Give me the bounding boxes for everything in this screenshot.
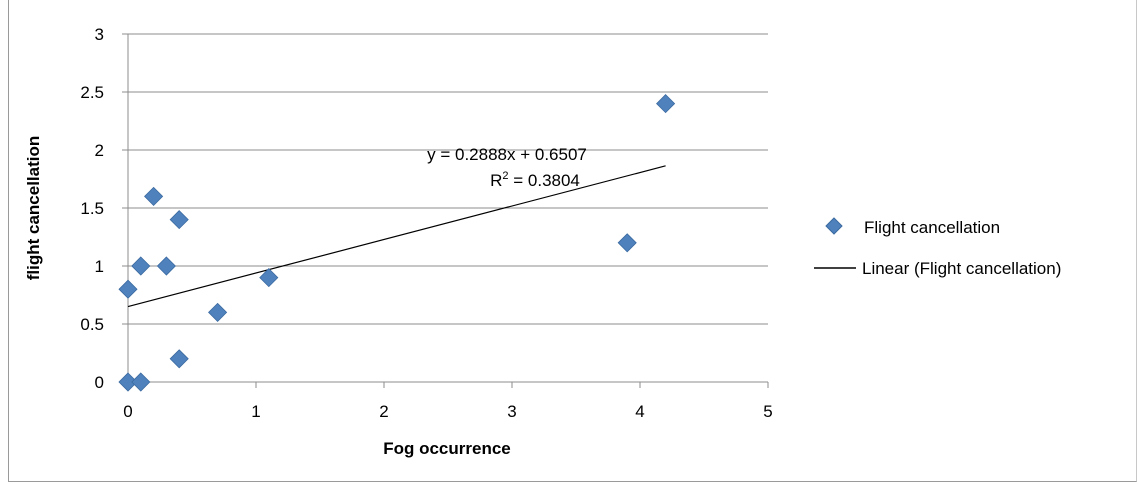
r-squared-value: = 0.3804 [509, 171, 580, 190]
y-tick-label: 1 [95, 257, 104, 276]
data-point [131, 256, 151, 276]
x-tick-label: 1 [251, 402, 260, 421]
y-tick-label: 0 [95, 373, 104, 392]
data-point [656, 94, 676, 114]
y-tick-label: 2.5 [80, 83, 104, 102]
y-tick-label: 3 [95, 25, 104, 44]
data-points [118, 94, 676, 392]
legend-marker-flight-cancellation [825, 217, 843, 235]
y-axis-title: flight cancellation [24, 136, 43, 281]
data-point [118, 279, 138, 299]
axes [122, 33, 769, 388]
y-tick-label: 2 [95, 141, 104, 160]
x-axis-title: Fog occurrence [383, 439, 511, 458]
y-tick-label: 0.5 [80, 315, 104, 334]
x-tick-label: 0 [123, 402, 132, 421]
trendline [127, 165, 666, 308]
legend-label-linear-trend: Linear (Flight cancellation) [862, 259, 1061, 278]
data-point [131, 372, 151, 392]
chart-area [8, 0, 1137, 482]
trendline-r-squared: R2 = 0.3804 [490, 170, 580, 190]
x-tick-label: 5 [763, 402, 772, 421]
x-tick-label: 2 [379, 402, 388, 421]
legend-label-flight-cancellation: Flight cancellation [864, 218, 1000, 237]
y-tick-labels: 0 0.5 1 1.5 2 2.5 3 [80, 25, 104, 392]
trendline-equation: y = 0.2888x + 0.6507 [427, 145, 587, 164]
x-tick-label: 3 [507, 402, 516, 421]
data-point [169, 349, 189, 369]
legend: Flight cancellation Linear (Flight cance… [814, 217, 1061, 278]
r-squared-prefix: R [490, 171, 502, 190]
data-point [118, 372, 138, 392]
data-point [259, 268, 279, 288]
data-point [156, 256, 176, 276]
data-point [169, 210, 189, 230]
data-point [617, 233, 637, 253]
trendline-layer [127, 165, 666, 308]
data-point [144, 186, 164, 206]
y-tick-label: 1.5 [80, 199, 104, 218]
x-tick-label: 4 [635, 402, 644, 421]
r-squared-superscript: 2 [502, 170, 508, 182]
x-tick-labels: 0 1 2 3 4 5 [123, 402, 772, 421]
data-point [208, 302, 228, 322]
gridlines [128, 33, 768, 325]
